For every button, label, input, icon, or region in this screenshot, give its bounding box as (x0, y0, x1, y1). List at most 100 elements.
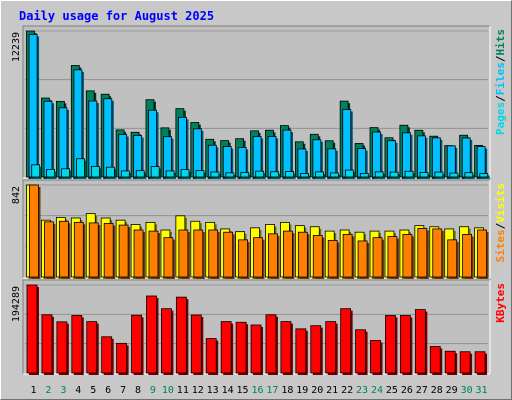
legend: Pages/Files/Hits (494, 29, 507, 135)
day-group-4 (70, 65, 87, 179)
day-label: 15 (237, 385, 249, 396)
day-group-21 (325, 321, 338, 375)
bar-sites (223, 231, 235, 279)
day-label: 1 (30, 385, 36, 396)
bar-kbytes (295, 328, 308, 375)
day-label: 7 (120, 385, 126, 396)
bar-pages (315, 171, 326, 179)
day-group-24 (369, 127, 386, 179)
day-group-27 (414, 129, 431, 179)
bar-kbytes (370, 339, 383, 375)
day-group-12 (190, 122, 206, 179)
day-label: 18 (281, 385, 293, 396)
day-group-31 (474, 144, 490, 179)
day-group-30 (459, 226, 474, 279)
bar-kbytes (235, 321, 249, 375)
bar-kbytes (101, 336, 114, 375)
day-group-31 (474, 351, 488, 375)
day-group-17 (265, 314, 278, 375)
day-label: 17 (266, 385, 278, 396)
day-group-14 (220, 140, 236, 179)
bar-pages (449, 172, 460, 179)
day-group-18 (280, 321, 293, 375)
day-group-29 (444, 145, 460, 179)
bar-pages (46, 168, 57, 179)
bar-kbytes (250, 324, 264, 375)
panel-3: 194289 KBytes (11, 279, 507, 375)
day-group-26 (399, 315, 413, 375)
day-group-17 (265, 224, 280, 279)
day-group-21 (324, 140, 341, 179)
day-label: 31 (476, 385, 488, 396)
day-label: 29 (446, 385, 458, 396)
day-label: 4 (75, 385, 81, 396)
chart-title: Daily usage for August 2025 (19, 9, 214, 23)
bar-kbytes (385, 315, 398, 375)
day-group-3 (55, 217, 71, 279)
bar-kbytes (86, 321, 99, 375)
bar-pages (225, 172, 236, 179)
day-group-8 (130, 224, 146, 279)
day-group-7 (115, 129, 132, 179)
bar-kbytes (444, 350, 458, 375)
legend-separator: / (494, 222, 507, 229)
day-group-25 (384, 230, 399, 279)
bar-pages (91, 165, 102, 179)
day-group-22 (339, 229, 355, 279)
day-group-10 (160, 229, 175, 279)
bar-kbytes (146, 295, 159, 375)
day-group-13 (205, 138, 221, 179)
bar-pages (330, 172, 341, 179)
day-group-8 (131, 314, 144, 375)
day-group-1 (26, 284, 39, 375)
day-label: 16 (251, 385, 263, 396)
bar-sites (193, 229, 205, 279)
bar-sites (178, 229, 190, 279)
day-group-28 (429, 135, 445, 179)
day-label: 14 (222, 385, 234, 396)
day-group-6 (100, 93, 117, 179)
bar-pages (300, 173, 311, 179)
bar-kbytes (41, 314, 54, 375)
day-group-5 (85, 90, 102, 179)
bar-kbytes (190, 314, 204, 375)
day-group-22 (340, 308, 353, 375)
day-group-13 (205, 338, 219, 375)
bar-sites (297, 231, 310, 279)
bar-kbytes (220, 321, 234, 375)
bar-pages (105, 166, 117, 179)
day-group-16 (250, 130, 266, 179)
bar-pages (255, 170, 266, 179)
day-group-30 (459, 351, 473, 375)
day-group-17 (265, 129, 281, 179)
bar-files (28, 34, 40, 179)
day-group-20 (310, 325, 323, 375)
bar-pages (434, 171, 445, 179)
scale-label: 194289 (11, 286, 22, 322)
bar-pages (76, 158, 87, 179)
bar-sites (447, 239, 459, 279)
bar-pages (150, 166, 162, 179)
day-group-28 (429, 226, 444, 279)
day-group-5 (85, 213, 101, 279)
bar-sites (477, 229, 489, 279)
day-group-23 (355, 329, 368, 375)
day-group-18 (280, 125, 296, 179)
bar-pages (479, 173, 490, 179)
day-group-29 (444, 350, 458, 375)
day-group-5 (86, 321, 99, 375)
day-group-25 (384, 137, 401, 179)
bar-sites (163, 237, 175, 279)
bar-pages (285, 171, 296, 179)
bar-sites (268, 233, 280, 279)
bar-sites (283, 230, 295, 279)
bar-sites (432, 228, 444, 279)
day-group-25 (385, 315, 398, 375)
day-group-3 (55, 100, 72, 179)
day-group-11 (175, 108, 192, 179)
legend-entry: Hits (494, 29, 507, 56)
bar-pages (374, 171, 386, 179)
day-label: 3 (60, 385, 66, 396)
